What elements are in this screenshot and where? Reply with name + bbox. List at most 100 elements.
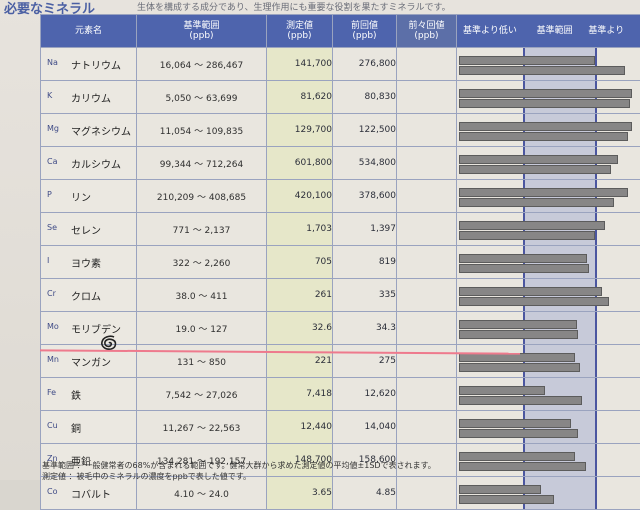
prev-cell: 534,800 bbox=[333, 147, 397, 180]
pp-cell bbox=[397, 378, 457, 411]
pp-cell bbox=[397, 279, 457, 312]
graph-cell bbox=[457, 477, 640, 510]
previous-value: 534,800 bbox=[359, 158, 396, 168]
measured-value: 32.6 bbox=[312, 323, 332, 333]
element-symbol: Fe bbox=[47, 388, 56, 397]
header-previous: 前回値(ppb) bbox=[333, 15, 397, 48]
spiral-mark-icon bbox=[96, 333, 122, 353]
header-graph: 基準より低い 基準範囲 基準より bbox=[457, 15, 640, 48]
reference-range: 4.10 〜 24.0 bbox=[174, 490, 229, 500]
range-cell: 322 〜 2,260 bbox=[137, 246, 267, 279]
element-symbol: Mn bbox=[47, 355, 59, 364]
element-name: リン bbox=[71, 189, 91, 204]
range-cell: 19.0 〜 127 bbox=[137, 312, 267, 345]
measured-value: 601,800 bbox=[295, 158, 332, 168]
measured-value: 420,100 bbox=[295, 191, 332, 201]
graph-cell bbox=[457, 411, 640, 444]
previous-bar bbox=[459, 231, 595, 240]
pp-cell bbox=[397, 147, 457, 180]
measured-value: 3.65 bbox=[312, 488, 332, 498]
pp-cell bbox=[397, 114, 457, 147]
graph-cell bbox=[457, 312, 640, 345]
header-element: 元素名 bbox=[41, 15, 137, 48]
table-header-row: 元素名 基準範囲(ppb) 測定値(ppb) 前回値(ppb) 前々回値(ppb… bbox=[41, 15, 640, 48]
prev-cell: 378,600 bbox=[333, 180, 397, 213]
pp-cell bbox=[397, 312, 457, 345]
graph-cell bbox=[457, 444, 640, 477]
previous-value: 275 bbox=[379, 356, 396, 366]
element-symbol: Cu bbox=[47, 421, 58, 430]
measured-value: 221 bbox=[315, 356, 332, 366]
reference-range: 210,209 〜 408,685 bbox=[157, 193, 246, 203]
prev-cell: 122,500 bbox=[333, 114, 397, 147]
range-cell: 210,209 〜 408,685 bbox=[137, 180, 267, 213]
measured-value: 141,700 bbox=[295, 59, 332, 69]
graph-cell bbox=[457, 81, 640, 114]
prev-cell: 819 bbox=[333, 246, 397, 279]
mineral-table: 元素名 基準範囲(ppb) 測定値(ppb) 前回値(ppb) 前々回値(ppb… bbox=[40, 14, 640, 510]
previous-value: 378,600 bbox=[359, 191, 396, 201]
reference-range: 16,064 〜 286,467 bbox=[160, 61, 243, 71]
element-name: 鉄 bbox=[71, 387, 81, 402]
element-symbol: P bbox=[47, 190, 52, 199]
element-name: マンガン bbox=[71, 354, 111, 369]
reference-range: 99,344 〜 712,264 bbox=[160, 160, 243, 170]
graph-cell bbox=[457, 279, 640, 312]
report-page: 必要なミネラル 生体を構成する成分であり、生理作用にも重要な役割を果たすミネラル… bbox=[0, 0, 640, 480]
header-prev-prev: 前々回値(ppb) bbox=[397, 15, 457, 48]
element-name: ヨウ素 bbox=[71, 255, 101, 270]
measured-bar bbox=[459, 221, 605, 230]
graph-cell bbox=[457, 213, 640, 246]
measured-bar bbox=[459, 287, 602, 296]
element-name: ナトリウム bbox=[71, 57, 121, 72]
previous-value: 276,800 bbox=[359, 59, 396, 69]
reference-range: 5,050 〜 63,699 bbox=[166, 94, 238, 104]
previous-value: 1,397 bbox=[370, 224, 396, 234]
pp-cell bbox=[397, 48, 457, 81]
section-subtitle: 生体を構成する成分であり、生理作用にも重要な役割を果たすミネラルです。 bbox=[137, 0, 451, 13]
measured-value: 1,703 bbox=[306, 224, 332, 234]
previous-bar bbox=[459, 165, 611, 174]
prev-cell: 14,040 bbox=[333, 411, 397, 444]
measured-bar bbox=[459, 56, 595, 65]
element-name: コバルト bbox=[71, 486, 111, 501]
prev-cell: 1,397 bbox=[333, 213, 397, 246]
pp-cell bbox=[397, 246, 457, 279]
header-measured: 測定値(ppb) bbox=[267, 15, 333, 48]
previous-bar bbox=[459, 99, 630, 108]
elem-cell: Fe 鉄 bbox=[41, 378, 137, 411]
reference-range: 131 〜 850 bbox=[177, 358, 226, 368]
meas-cell: 7,418 bbox=[267, 378, 333, 411]
range-cell: 5,050 〜 63,699 bbox=[137, 81, 267, 114]
previous-bar bbox=[459, 66, 625, 75]
measured-bar bbox=[459, 320, 577, 329]
reference-range: 19.0 〜 127 bbox=[176, 325, 228, 335]
element-symbol: Ca bbox=[47, 157, 58, 166]
measured-value: 129,700 bbox=[295, 125, 332, 135]
graph-label-above: 基準より bbox=[588, 26, 624, 36]
previous-bar bbox=[459, 396, 582, 405]
graph-cell bbox=[457, 180, 640, 213]
range-cell: 7,542 〜 27,026 bbox=[137, 378, 267, 411]
previous-bar bbox=[459, 462, 586, 471]
measured-bar bbox=[459, 485, 541, 494]
measured-value: 81,620 bbox=[301, 92, 333, 102]
previous-bar bbox=[459, 495, 554, 504]
previous-value: 80,830 bbox=[365, 92, 397, 102]
measured-bar bbox=[459, 254, 587, 263]
previous-value: 14,040 bbox=[365, 422, 397, 432]
graph-cell bbox=[457, 345, 640, 378]
